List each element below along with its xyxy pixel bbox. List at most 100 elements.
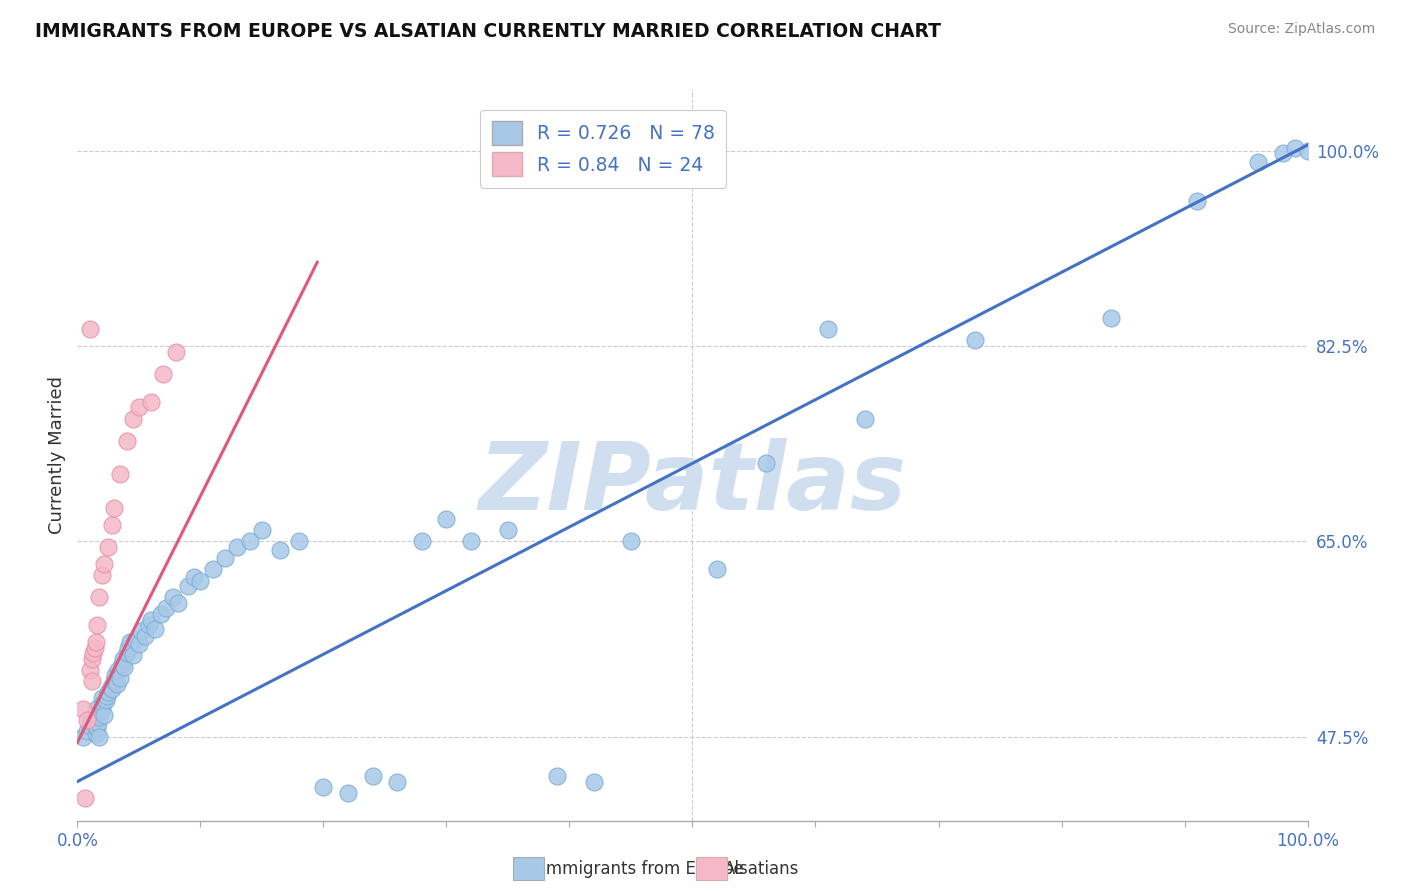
Point [76, 724, 98, 739]
Point [91, 697, 114, 711]
Point [385, 774, 409, 789]
Point [337, 786, 360, 800]
Point [1247, 154, 1270, 169]
Point [583, 774, 606, 789]
Point [141, 613, 163, 627]
Text: ZIPatlas: ZIPatlas [478, 438, 907, 530]
Point [1099, 311, 1122, 326]
Point [79, 663, 101, 677]
Point [1284, 141, 1306, 155]
Point [97, 540, 120, 554]
Point [124, 632, 146, 647]
Point [89, 710, 111, 724]
Point [105, 677, 128, 691]
Point [165, 344, 187, 359]
Text: Immigrants from Europe: Immigrants from Europe [541, 860, 744, 878]
Point [853, 411, 876, 425]
Point [183, 570, 205, 584]
Point [93, 557, 115, 571]
Point [82, 715, 104, 730]
Point [82, 646, 104, 660]
Y-axis label: Currently Married: Currently Married [48, 376, 66, 534]
Point [90, 690, 114, 705]
Point [115, 434, 138, 448]
Point [96, 689, 118, 703]
Point [496, 524, 519, 538]
Point [755, 456, 778, 470]
Point [201, 562, 224, 576]
Point [620, 534, 643, 549]
Point [120, 635, 142, 649]
Point [269, 543, 291, 558]
Point [90, 568, 114, 582]
Point [82, 651, 104, 665]
Point [82, 711, 104, 725]
Point [141, 395, 163, 409]
Point [103, 674, 125, 689]
Point [460, 534, 482, 549]
Point [72, 730, 94, 744]
Point [87, 716, 110, 731]
Point [546, 769, 568, 783]
Point [143, 622, 166, 636]
Point [103, 500, 125, 515]
Point [226, 540, 249, 554]
Point [90, 704, 112, 718]
Point [101, 681, 124, 696]
Point [1272, 145, 1295, 160]
Point [79, 322, 101, 336]
Point [94, 693, 117, 707]
Point [89, 730, 111, 744]
Point [79, 713, 101, 727]
Point [111, 657, 132, 672]
Point [121, 648, 143, 663]
Point [83, 707, 105, 722]
Point [100, 680, 122, 694]
Point [1185, 194, 1208, 208]
Point [150, 607, 173, 621]
Point [121, 411, 143, 425]
Point [76, 713, 98, 727]
Legend: R = 0.726   N = 78, R = 0.84   N = 24: R = 0.726 N = 78, R = 0.84 N = 24 [481, 110, 725, 187]
Point [214, 551, 236, 566]
Point [177, 579, 200, 593]
Point [817, 322, 839, 336]
Point [250, 524, 273, 538]
Point [107, 663, 129, 677]
Point [110, 671, 132, 685]
Point [239, 534, 262, 549]
Point [152, 367, 174, 381]
Point [84, 726, 107, 740]
Point [128, 637, 150, 651]
Point [97, 685, 120, 699]
Point [188, 574, 212, 588]
Point [312, 780, 335, 794]
Point [93, 707, 115, 722]
Point [134, 629, 156, 643]
Point [117, 640, 139, 655]
Point [167, 596, 190, 610]
Text: Alsatians: Alsatians [724, 860, 800, 878]
Point [104, 668, 127, 682]
Point [84, 635, 107, 649]
Point [90, 699, 114, 714]
Text: IMMIGRANTS FROM EUROPE VS ALSATIAN CURRENTLY MARRIED CORRELATION CHART: IMMIGRANTS FROM EUROPE VS ALSATIAN CURRE… [35, 22, 941, 41]
Point [84, 702, 107, 716]
Point [101, 517, 124, 532]
Point [361, 769, 384, 783]
Point [1296, 144, 1319, 158]
Point [79, 719, 101, 733]
Point [129, 624, 153, 638]
Point [162, 591, 184, 605]
Point [73, 791, 96, 805]
Point [155, 601, 177, 615]
Point [86, 721, 108, 735]
Point [82, 674, 104, 689]
Point [72, 702, 94, 716]
Point [128, 401, 150, 415]
Point [111, 651, 134, 665]
Point [288, 534, 311, 549]
Point [411, 534, 433, 549]
Point [110, 467, 132, 482]
Point [138, 618, 160, 632]
